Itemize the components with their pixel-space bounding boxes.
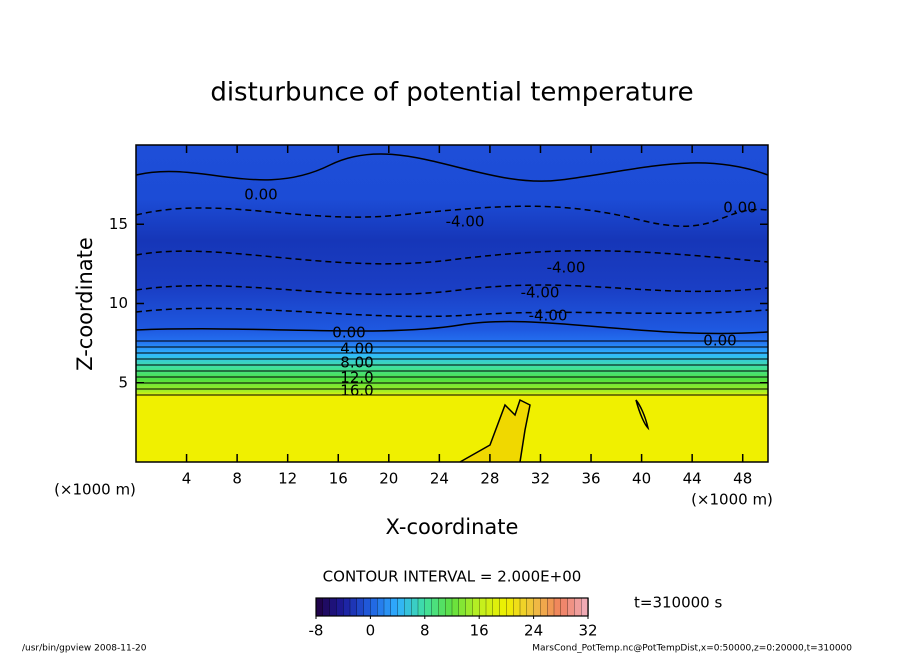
colorbar-cell	[553, 597, 562, 617]
contour-label: 0.00	[703, 332, 736, 350]
contour-label: 8.00	[340, 354, 373, 372]
colorbar-cell	[451, 597, 460, 617]
x-tick-label: 16	[329, 470, 348, 488]
contour-line	[135, 284, 769, 296]
x-tick-label: 28	[480, 470, 499, 488]
contour-label: 4.00	[340, 340, 373, 358]
colorbar-cell	[349, 597, 358, 617]
x-tick-label: 4	[182, 470, 192, 488]
x-unit: (×1000 m)	[54, 481, 136, 499]
colorbar-cell	[315, 597, 324, 617]
footer-right: MarsCond_PotTemp.nc@PotTempDist,x=0:5000…	[532, 644, 852, 654]
colorbar-tick-label: 8	[420, 622, 430, 640]
y-tick-label: 10	[109, 294, 128, 312]
colorbar-cell	[424, 597, 433, 617]
colorbar-cell	[513, 597, 521, 617]
colorbar-cell	[533, 597, 542, 617]
colorbar-cell	[560, 597, 569, 617]
x-tick-label: 12	[278, 470, 297, 488]
colorbar-cell	[356, 597, 365, 617]
colorbar-cell	[377, 597, 385, 617]
contour-label: 16.0	[340, 382, 373, 400]
colorbar-cell	[390, 597, 399, 617]
x-tick-label: 44	[683, 470, 702, 488]
contour-line	[635, 399, 650, 431]
colorbar-cell	[336, 597, 344, 617]
chart-title: disturbunce of potential temperature	[210, 78, 693, 108]
colorbar-cell	[411, 597, 419, 617]
colorbar-tick-label: 32	[578, 622, 597, 640]
colorbar-tick-label: 24	[524, 622, 543, 640]
colorbar-cell	[485, 597, 494, 617]
contour-label: -4.00	[547, 259, 586, 277]
colorbar-cell	[404, 597, 412, 617]
x-tick-label: 32	[531, 470, 550, 488]
contour-label: -4.00	[446, 213, 485, 231]
colorbar-cell	[343, 597, 351, 617]
field	[136, 145, 768, 462]
contour-line	[135, 153, 769, 182]
plot-area	[135, 144, 769, 463]
y-unit: (×1000 m)	[691, 491, 773, 509]
colorbar-cell	[329, 597, 338, 617]
colorbar-cell	[499, 597, 508, 617]
colorbar-cell	[438, 597, 446, 617]
colorbar-cell	[567, 597, 576, 617]
colorbar-tick-label: 0	[366, 622, 376, 640]
colorbar-tick-label: -8	[309, 622, 324, 640]
contour-line	[135, 205, 769, 227]
colorbar-cell	[322, 597, 331, 617]
colorbar-cell	[363, 597, 372, 617]
contour-line	[135, 249, 769, 265]
y-tick-label: 15	[109, 215, 128, 233]
x-tick-label: 36	[581, 470, 600, 488]
x-tick-label: 48	[733, 470, 752, 488]
contour-label: 0.00	[723, 199, 756, 217]
x-axis-label: X-coordinate	[386, 515, 519, 539]
contour-label: 0.00	[332, 324, 365, 342]
colorbar-frame	[315, 597, 589, 617]
footer-left: /usr/bin/gpview 2008-11-20	[22, 644, 147, 654]
contour-line	[135, 307, 769, 318]
contour-line	[135, 320, 769, 335]
colorbar-cell	[506, 597, 514, 617]
contour-label: 0.00	[244, 186, 277, 204]
colorbar-cell	[458, 597, 467, 617]
colorbar-cell	[465, 597, 474, 617]
x-tick-label: 20	[379, 470, 398, 488]
y-tick-label: 5	[118, 373, 128, 391]
y-axis-label: Z-coordinate	[73, 237, 97, 371]
colorbar-cell	[472, 597, 480, 617]
colorbar-cell	[526, 597, 535, 617]
colorbar-cell	[479, 597, 487, 617]
x-tick-label: 8	[232, 470, 242, 488]
colorbar-cell	[370, 597, 378, 617]
colorbar-cell	[431, 597, 440, 617]
contour-line	[459, 398, 531, 463]
contour-label: 12.0	[340, 369, 373, 387]
x-tick-label: 40	[632, 470, 651, 488]
colorbar-cell	[397, 597, 406, 617]
colorbar-cell	[383, 597, 392, 617]
contour-interval: CONTOUR INTERVAL = 2.000E+00	[323, 568, 582, 586]
colorbar-cell	[540, 597, 548, 617]
colorbar-cell	[574, 597, 582, 617]
colorbar-cell	[492, 597, 501, 617]
colorbar-cell	[417, 597, 426, 617]
colorbar-tick-label: 16	[470, 622, 489, 640]
x-tick-label: 24	[430, 470, 449, 488]
colorbar-cell	[445, 597, 453, 617]
colorbar-cell	[547, 597, 555, 617]
contour-band	[136, 340, 768, 396]
colorbar-cell	[519, 597, 528, 617]
time-label: t=310000 s	[634, 594, 722, 612]
contour-label: -4.00	[521, 284, 560, 302]
contour-label: -4.00	[529, 307, 568, 325]
